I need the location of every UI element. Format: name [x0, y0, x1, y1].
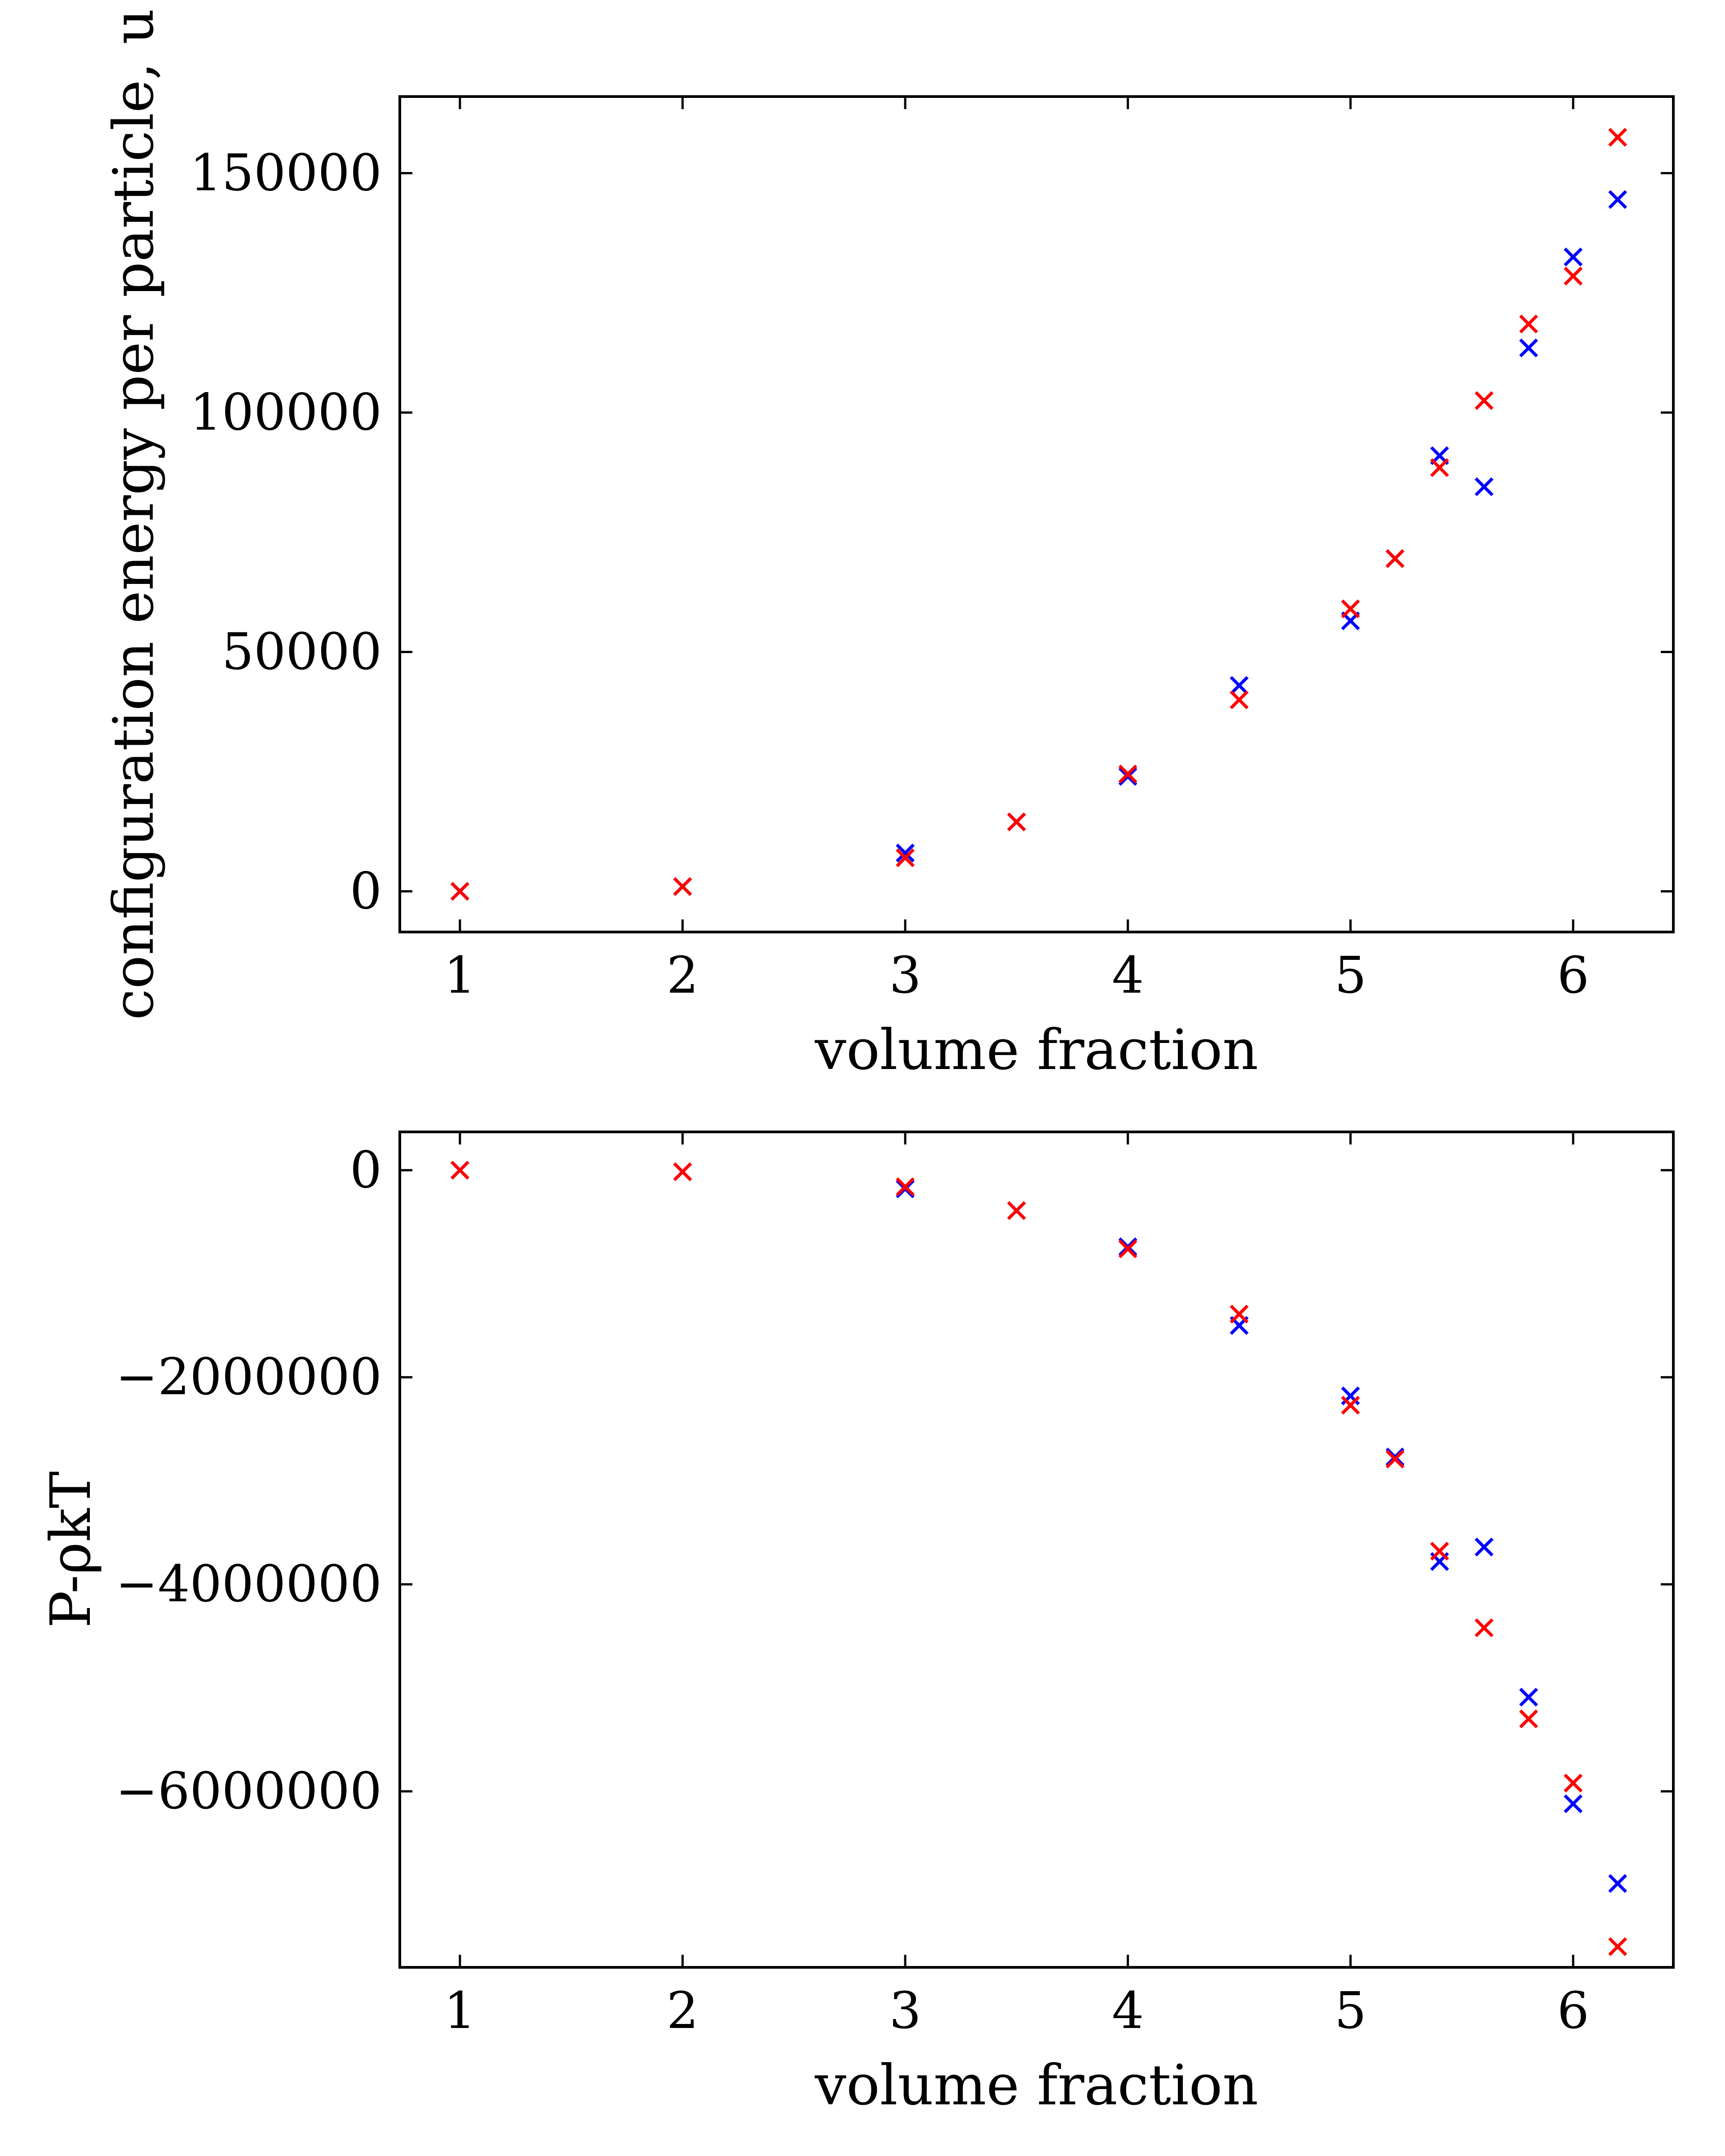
y-tick-label: 100000 — [190, 383, 382, 442]
data-point — [1007, 812, 1026, 831]
y-axis-title: configuration energy per particle, u — [102, 9, 166, 1020]
x-tick-label: 3 — [889, 946, 921, 1005]
data-point — [1519, 1709, 1538, 1728]
data-point — [1519, 338, 1538, 358]
x-tick-label: 2 — [667, 946, 699, 1005]
data-point — [1608, 190, 1628, 209]
data-point — [1118, 764, 1137, 784]
y-tick-label: 0 — [350, 1141, 382, 1199]
data-point — [1230, 676, 1249, 695]
x-tick-label: 6 — [1557, 946, 1589, 1005]
y-tick-label: −6000000 — [115, 1762, 382, 1820]
x-tick-label: 3 — [889, 1982, 921, 2040]
x-tick-label: 1 — [444, 946, 476, 1005]
data-point — [1341, 599, 1360, 619]
x-tick-label: 4 — [1112, 946, 1144, 1005]
plot-frame — [398, 1131, 1675, 1969]
data-point — [1564, 1794, 1583, 1813]
data-point — [1519, 314, 1538, 334]
data-point — [1564, 247, 1583, 267]
data-point — [1385, 549, 1405, 568]
plot-frame — [398, 95, 1675, 933]
data-point — [1474, 477, 1494, 496]
data-point — [1118, 1239, 1137, 1259]
data-point — [1564, 266, 1583, 286]
data-point — [1519, 1688, 1538, 1707]
series-2 — [450, 128, 1628, 901]
data-point — [1385, 1449, 1405, 1469]
y-tick-label: 0 — [350, 862, 382, 920]
data-point — [896, 1177, 915, 1197]
data-point — [1474, 391, 1494, 410]
data-point — [1608, 1937, 1628, 1956]
data-point — [1230, 690, 1249, 709]
data-point — [1430, 446, 1449, 465]
data-point — [1430, 458, 1449, 477]
x-tick-label: 4 — [1112, 1982, 1144, 2040]
data-point — [1230, 1304, 1249, 1324]
y-axis-title: P-ρkT — [39, 1471, 103, 1628]
x-tick-label: 5 — [1335, 946, 1367, 1005]
series-2 — [450, 1161, 1628, 1956]
data-point — [896, 848, 915, 867]
series-1 — [450, 190, 1628, 901]
y-tick-label: 150000 — [190, 144, 382, 203]
data-point — [673, 877, 692, 896]
chart-panel-1: 1 2 3 4 5 6 0 50000 100000 150000 volume fraction c… — [102, 9, 1675, 1082]
x-axis-title: volume fraction — [814, 1018, 1258, 1082]
data-point — [1118, 767, 1137, 786]
x-tick-label: 2 — [667, 1982, 699, 2040]
x-tick-label: 5 — [1335, 1982, 1367, 2040]
data-point — [1608, 128, 1628, 147]
data-point — [1474, 1537, 1494, 1557]
y-tick-label: 50000 — [222, 623, 382, 681]
data-point — [1564, 1773, 1583, 1793]
data-point — [450, 882, 469, 901]
x-tick-label: 6 — [1557, 1982, 1589, 2040]
data-point — [896, 844, 915, 863]
x-tick-label: 1 — [444, 1982, 476, 2040]
y-tick-label: −4000000 — [115, 1555, 382, 1613]
x-axis-title: volume fraction — [814, 2053, 1258, 2118]
series-1 — [450, 1161, 1628, 1893]
data-point — [1007, 1201, 1026, 1220]
data-point — [450, 1161, 469, 1180]
chart-panel-2: 1 2 3 4 5 6 0 −2000000 −4000000 −6000000 volume fr… — [39, 1131, 1675, 2118]
data-point — [1608, 1874, 1628, 1893]
data-point — [1341, 1396, 1360, 1415]
y-tick-label: −2000000 — [115, 1348, 382, 1406]
data-point — [1430, 1542, 1449, 1561]
data-point — [1341, 611, 1360, 631]
data-point — [673, 1162, 692, 1181]
data-point — [1474, 1618, 1494, 1637]
